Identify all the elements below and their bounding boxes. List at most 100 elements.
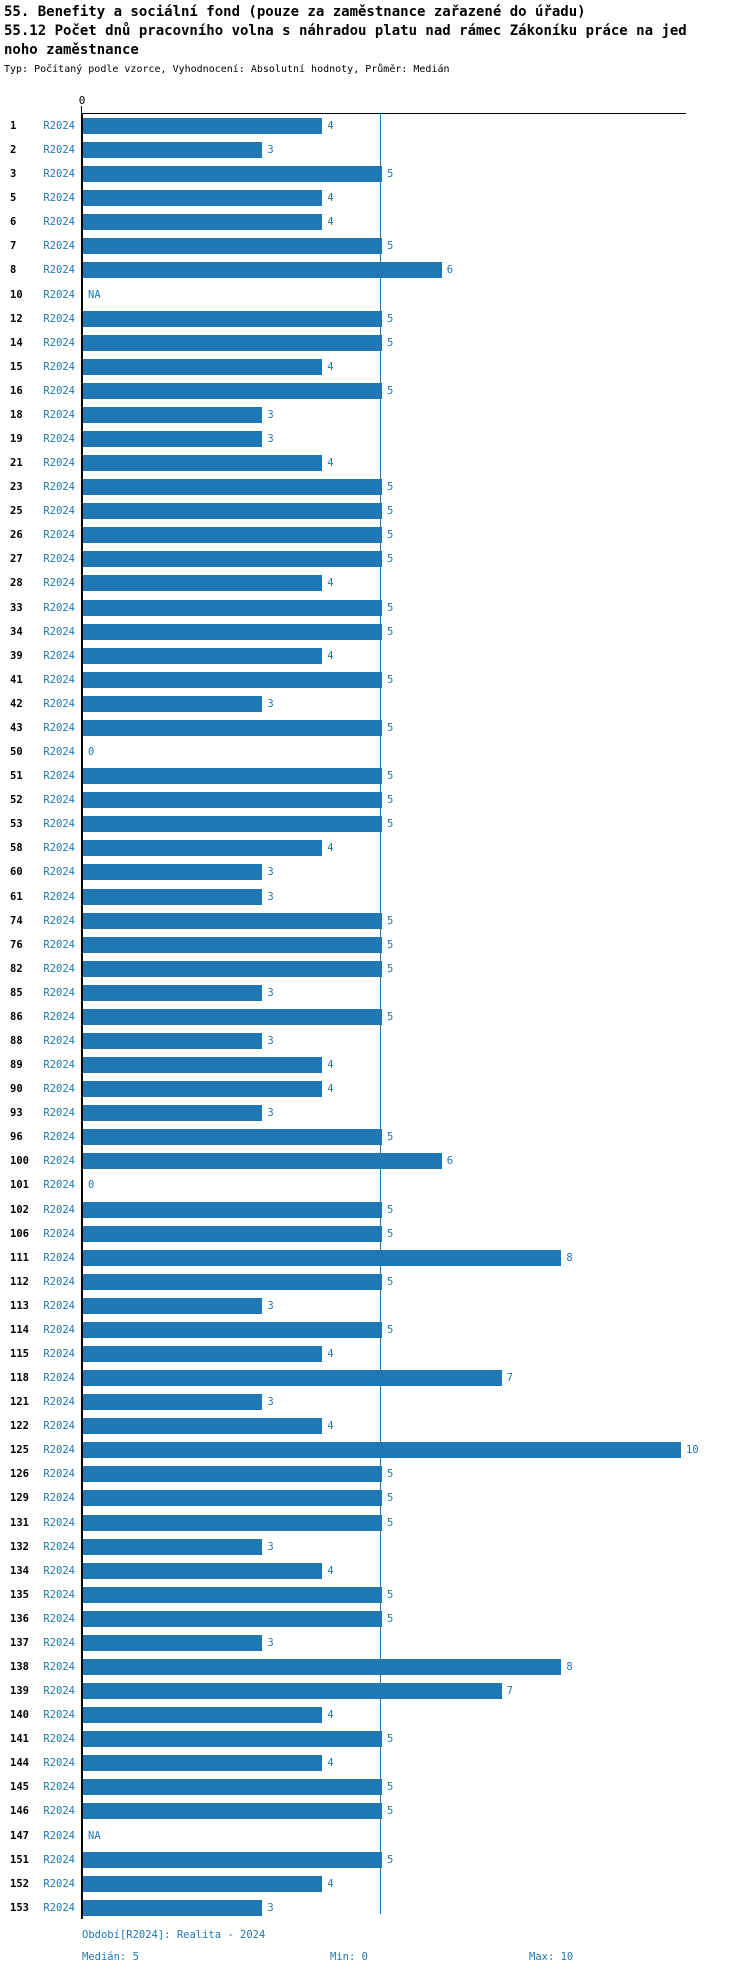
bar[interactable]: [83, 647, 323, 664]
bar[interactable]: [83, 792, 382, 809]
bar[interactable]: [83, 166, 382, 183]
bar[interactable]: [83, 1201, 382, 1218]
row-number: 88: [10, 1034, 23, 1047]
bar[interactable]: [83, 1538, 263, 1555]
bar[interactable]: [83, 527, 382, 544]
bar[interactable]: [83, 1129, 382, 1146]
bar[interactable]: [83, 1731, 382, 1748]
bar[interactable]: [83, 864, 263, 881]
bar[interactable]: [83, 719, 382, 736]
bar[interactable]: [83, 1707, 323, 1724]
bar[interactable]: [83, 1490, 382, 1507]
bar[interactable]: [83, 888, 263, 905]
row-number: 2: [10, 144, 17, 157]
bar[interactable]: [83, 1610, 382, 1627]
row-period-label: R2024: [43, 1709, 75, 1722]
row-period-label: R2024: [43, 1010, 75, 1023]
bar-value-label: 3: [267, 408, 274, 421]
bar[interactable]: [83, 1875, 323, 1892]
bar[interactable]: [83, 310, 382, 327]
bar-value-label: 5: [387, 481, 394, 494]
bar-value-label: 8: [566, 1661, 573, 1673]
chart-row: 16 R2024 5: [0, 379, 750, 403]
row-period-label: R2024: [43, 553, 75, 566]
bar[interactable]: [83, 1851, 382, 1868]
bar[interactable]: [83, 455, 323, 472]
row-period-label: R2024: [43, 1131, 75, 1144]
bar[interactable]: [83, 1345, 323, 1362]
bar[interactable]: [83, 1057, 323, 1074]
bar[interactable]: [83, 431, 263, 448]
row-period-label: R2024: [43, 360, 75, 373]
chart-row: 146 R2024 5: [0, 1799, 750, 1823]
bar[interactable]: [83, 984, 263, 1001]
bar[interactable]: [83, 1105, 263, 1122]
bar[interactable]: [83, 1394, 263, 1411]
bar[interactable]: [83, 1683, 502, 1700]
chart-row: 131 R2024 5: [0, 1511, 750, 1535]
bar-value-label: 5: [387, 1612, 394, 1625]
bar[interactable]: [83, 1562, 323, 1579]
bar[interactable]: [83, 1634, 263, 1651]
x-axis-line: [81, 113, 686, 114]
bar[interactable]: [83, 1418, 323, 1435]
bar[interactable]: [83, 840, 323, 857]
bar[interactable]: [83, 1321, 382, 1338]
bar[interactable]: [83, 1008, 382, 1025]
bar[interactable]: [83, 671, 382, 688]
bar[interactable]: [83, 1803, 382, 1820]
bar[interactable]: [83, 551, 382, 568]
bar[interactable]: [83, 190, 323, 207]
bar-value-label: 7: [506, 1685, 513, 1698]
bar[interactable]: [83, 575, 323, 592]
row-number: 131: [10, 1516, 29, 1529]
bar[interactable]: [83, 358, 323, 375]
bar[interactable]: [83, 816, 382, 833]
chart-row: 52 R2024 5: [0, 788, 750, 812]
bar[interactable]: [83, 1249, 562, 1266]
row-period-label: R2024: [43, 1492, 75, 1505]
chart-row: 134 R2024 4: [0, 1559, 750, 1583]
bar[interactable]: [83, 238, 382, 255]
bar[interactable]: [83, 1514, 382, 1531]
bar[interactable]: [83, 1659, 562, 1675]
bar[interactable]: [83, 503, 382, 520]
row-period-label: R2024: [43, 1059, 75, 1072]
bar[interactable]: [83, 334, 382, 351]
chart-row: 76 R2024 5: [0, 933, 750, 957]
bar[interactable]: [83, 1153, 442, 1170]
bar-value-label: 4: [327, 577, 334, 590]
bar-value-label: 5: [387, 240, 394, 253]
bar[interactable]: [83, 479, 382, 496]
chart-row: 42 R2024 3: [0, 692, 750, 716]
bar[interactable]: [83, 1755, 323, 1772]
row-period-label: R2024: [43, 1853, 75, 1866]
bar[interactable]: [83, 1586, 382, 1603]
row-period-label: R2024: [43, 1805, 75, 1818]
bar[interactable]: [83, 768, 382, 785]
bar-value-label: 5: [387, 1131, 394, 1144]
bar[interactable]: [83, 406, 263, 423]
bar[interactable]: [83, 214, 323, 231]
bar[interactable]: [83, 1370, 502, 1387]
bar[interactable]: [83, 1081, 323, 1098]
bar[interactable]: [83, 1032, 263, 1049]
chart-row: 138 R2024 8: [0, 1655, 750, 1679]
bar[interactable]: [83, 382, 382, 399]
bar[interactable]: [83, 1442, 681, 1459]
bar[interactable]: [83, 623, 382, 640]
bar[interactable]: [83, 1273, 382, 1290]
bar[interactable]: [83, 599, 382, 616]
bar[interactable]: [83, 960, 382, 977]
bar[interactable]: [83, 1779, 382, 1796]
bar[interactable]: [83, 118, 323, 134]
bar[interactable]: [83, 1225, 382, 1242]
bar[interactable]: [83, 936, 382, 953]
bar[interactable]: [83, 1466, 382, 1483]
bar[interactable]: [83, 912, 382, 929]
bar[interactable]: [83, 142, 263, 159]
bar[interactable]: [83, 262, 442, 279]
bar[interactable]: [83, 1899, 263, 1916]
bar[interactable]: [83, 695, 263, 712]
bar[interactable]: [83, 1297, 263, 1314]
